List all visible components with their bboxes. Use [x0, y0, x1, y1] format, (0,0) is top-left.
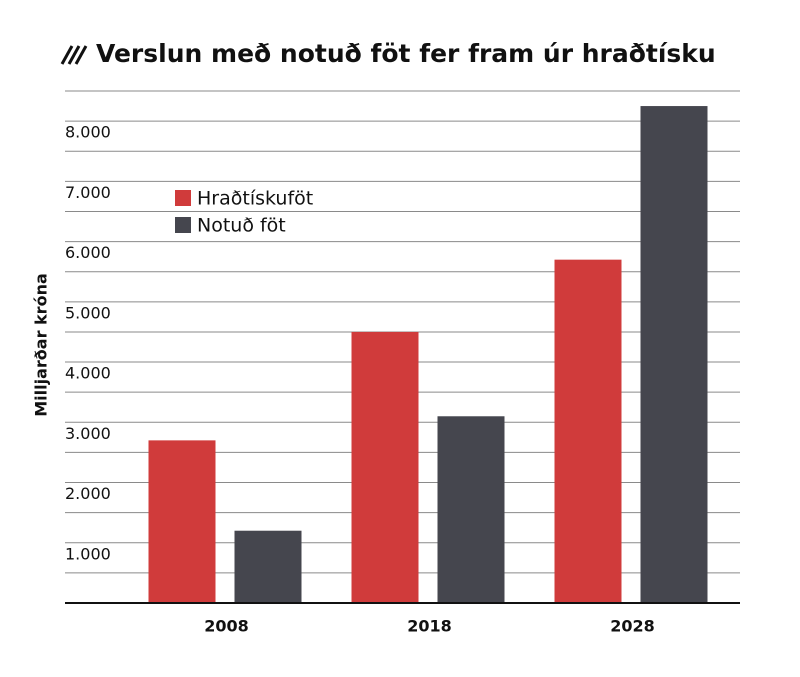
bar — [640, 106, 708, 603]
x-tick-label: 2018 — [407, 617, 452, 636]
y-tick-label: 2.000 — [65, 484, 111, 503]
y-tick-label: 7.000 — [65, 183, 111, 202]
legend-swatch — [175, 190, 191, 206]
bar — [148, 440, 216, 603]
bar — [351, 331, 419, 603]
legend-label: Notuð föt — [197, 215, 286, 237]
bar — [234, 530, 302, 603]
chart-title: Verslun með notuð föt fer fram úr hraðtí… — [96, 39, 716, 68]
y-tick-label: 5.000 — [65, 303, 111, 322]
y-tick-label: 3.000 — [65, 424, 111, 443]
bar — [437, 416, 505, 603]
y-tick-label: 8.000 — [65, 123, 111, 142]
legend-label: Hraðtískuföt — [197, 188, 313, 210]
title-icon — [60, 45, 88, 65]
y-tick-label: 6.000 — [65, 243, 111, 262]
y-tick-label: 1.000 — [65, 544, 111, 563]
x-tick-label: 2028 — [610, 617, 655, 636]
y-tick-label: 4.000 — [65, 364, 111, 383]
bar — [554, 259, 622, 603]
x-tick-label: 2008 — [204, 617, 249, 636]
legend-swatch — [175, 217, 191, 233]
y-axis-label: Milljarðar króna — [32, 273, 51, 417]
